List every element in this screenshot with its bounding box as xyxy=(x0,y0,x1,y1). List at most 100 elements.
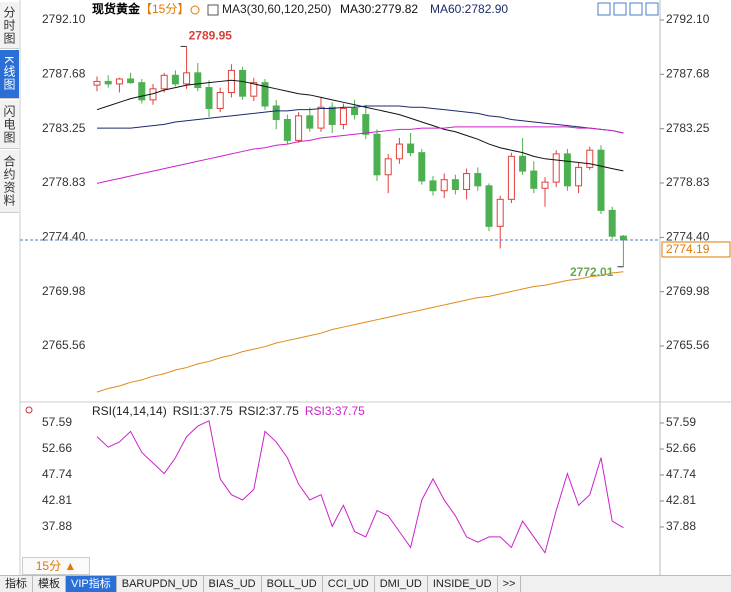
y-tick-label-left: 42.81 xyxy=(42,493,72,507)
legend-entry: RSI2:37.75 xyxy=(239,404,299,418)
candle-body xyxy=(440,179,448,192)
y-tick-label: 2774.40 xyxy=(666,230,710,244)
candle-body xyxy=(597,149,605,211)
candle-body xyxy=(395,143,403,160)
last-price-label: 2774.19 xyxy=(666,242,710,256)
y-tick-label: 2787.68 xyxy=(666,66,710,80)
y-tick-label: 57.59 xyxy=(666,415,696,429)
candle-body xyxy=(317,106,325,129)
y-tick-label: 2765.56 xyxy=(666,338,710,352)
tab[interactable]: BARUPDN_UD xyxy=(117,576,204,592)
legend-entry: RSI3:37.75 xyxy=(305,404,365,418)
candle-body xyxy=(373,133,381,176)
candle-body xyxy=(384,158,392,176)
candle-body xyxy=(250,82,258,97)
candle-body xyxy=(306,115,314,129)
candle-body xyxy=(496,198,504,227)
sidebar-tab[interactable]: 分时图 xyxy=(0,2,19,49)
toolbar xyxy=(597,2,659,16)
candle-body xyxy=(463,173,471,191)
y-tick-label-left: 2792.10 xyxy=(42,12,86,26)
line-series xyxy=(96,126,624,184)
tab[interactable]: 模板 xyxy=(33,576,66,592)
tab[interactable]: >> xyxy=(498,576,522,592)
tool-button[interactable] xyxy=(645,2,659,16)
candle-body xyxy=(328,106,336,125)
line-series xyxy=(96,79,624,172)
line-series xyxy=(97,105,624,134)
candle-body xyxy=(429,180,437,192)
candle-body xyxy=(619,235,627,241)
candle-body xyxy=(272,105,280,121)
candle-body xyxy=(351,107,359,116)
legend-entry: RSI1:37.75 xyxy=(173,404,233,418)
settings-icon[interactable] xyxy=(190,5,200,15)
candle-body xyxy=(194,72,202,89)
tool-button[interactable] xyxy=(597,2,611,16)
rsi-icon xyxy=(25,406,33,414)
sidebar-tab[interactable]: K线图 xyxy=(0,50,19,99)
y-tick-label-left: 2765.56 xyxy=(42,338,86,352)
tool-button[interactable] xyxy=(613,2,627,16)
candle-body xyxy=(451,179,459,191)
sidebar-tab[interactable]: 闪电图 xyxy=(0,100,19,149)
legend-icon xyxy=(207,4,219,16)
candle-body xyxy=(138,82,146,101)
candle-body xyxy=(239,69,247,97)
candle-body xyxy=(104,80,112,85)
candle-body xyxy=(474,173,482,187)
legend-title: MA3(30,60,120,250) xyxy=(222,2,331,16)
candle-body xyxy=(507,155,515,200)
line-series xyxy=(96,420,624,554)
candle-body xyxy=(205,87,213,109)
candle-body xyxy=(485,185,493,227)
y-tick-label: 2769.98 xyxy=(666,284,710,298)
candle-body xyxy=(171,74,179,85)
y-tick-label: 2792.10 xyxy=(666,12,710,26)
legend-entry: MA30:2779.82 xyxy=(340,2,418,16)
candle-body xyxy=(216,91,224,109)
candle-body xyxy=(407,143,415,154)
candle-body xyxy=(283,119,291,141)
tool-button[interactable] xyxy=(629,2,643,16)
annotation: 2789.95 xyxy=(189,29,233,43)
candle-body xyxy=(183,72,191,85)
legend-entry: MA60:2782.90 xyxy=(430,2,508,16)
y-tick-label: 37.88 xyxy=(666,519,696,533)
tab[interactable]: INSIDE_UD xyxy=(428,576,498,592)
tab[interactable]: BOLL_UD xyxy=(262,576,323,592)
tab-bar: 指标 模板 VIP指标 BARUPDN_UD BIAS_UD BOLL_UD CCI_UD D… xyxy=(0,575,731,592)
candle-body xyxy=(519,155,527,172)
y-tick-label-left: 2778.83 xyxy=(42,175,86,189)
y-tick-label: 47.74 xyxy=(666,467,696,481)
y-tick-label-left: 2769.98 xyxy=(42,284,86,298)
chart: 现货黄金 【15分】 MA3(30,60,120,250) 2792.10 279… xyxy=(19,0,731,575)
candle-body xyxy=(575,166,583,187)
candle-body xyxy=(93,80,101,86)
candle-body xyxy=(339,107,347,125)
annotation: 2772.01 xyxy=(570,265,614,279)
tab[interactable]: CCI_UD xyxy=(323,576,375,592)
period-label: 【15分】 xyxy=(140,2,189,16)
y-tick-label-left: 2783.25 xyxy=(42,121,86,135)
tab[interactable]: 指标 xyxy=(0,576,33,592)
y-tick-label-left: 2787.68 xyxy=(42,66,86,80)
y-tick-label-left: 47.74 xyxy=(42,467,72,481)
y-tick-label: 42.81 xyxy=(666,493,696,507)
period-button[interactable]: 15分 ▲ xyxy=(22,557,90,575)
tab[interactable]: DMI_UD xyxy=(375,576,428,592)
candle-body xyxy=(530,170,538,189)
sidebar-tab[interactable]: 合约资料 xyxy=(0,150,19,213)
candle-body xyxy=(541,181,549,189)
chart-title: 现货黄金 xyxy=(92,1,141,16)
candle-body xyxy=(160,74,168,90)
y-tick-label-left: 37.88 xyxy=(42,519,72,533)
candle-body xyxy=(261,82,269,107)
y-tick-label-left: 57.59 xyxy=(42,415,72,429)
y-tick-label-left: 52.66 xyxy=(42,441,72,455)
tab[interactable]: BIAS_UD xyxy=(204,576,262,592)
tab[interactable]: VIP指标 xyxy=(66,576,117,592)
y-tick-label: 52.66 xyxy=(666,441,696,455)
legend-entry: RSI(14,14,14) xyxy=(92,404,167,418)
